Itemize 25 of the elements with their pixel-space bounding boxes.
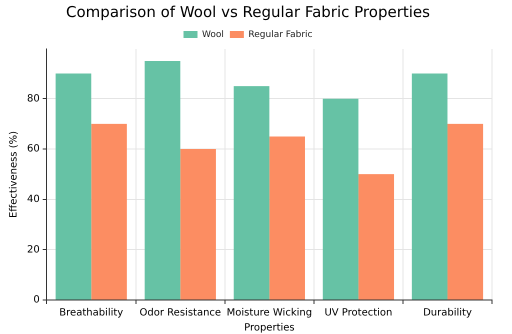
- x-tick-label: Durability: [423, 308, 472, 319]
- bar: [144, 60, 180, 300]
- bar: [56, 74, 92, 300]
- x-axis-title: Properties: [244, 322, 295, 334]
- y-axis-title: Effectiveness (%): [8, 130, 20, 218]
- bar: [234, 86, 270, 300]
- y-tick-label: 80: [26, 93, 40, 104]
- x-tick-label: Breathability: [59, 308, 124, 319]
- bar: [412, 74, 448, 300]
- y-tick-label: 0: [33, 294, 40, 306]
- bar: [358, 174, 394, 300]
- y-tick-label: 40: [26, 194, 40, 205]
- x-tick-label: UV Protection: [324, 308, 392, 319]
- x-tick-label: Odor Resistance: [140, 308, 222, 319]
- x-tick-label: Moisture Wicking: [226, 308, 312, 319]
- bar: [322, 98, 358, 300]
- legend-label: Regular Fabric: [248, 30, 313, 40]
- bar: [91, 124, 127, 300]
- bar: [447, 124, 484, 300]
- y-tick-label: 60: [26, 144, 40, 155]
- chart-title: Comparison of Wool vs Regular Fabric Properties: [66, 2, 430, 21]
- bar: [180, 149, 216, 300]
- bar: [269, 136, 305, 300]
- legend-label: Wool: [202, 30, 224, 40]
- y-tick-label: 20: [26, 244, 40, 256]
